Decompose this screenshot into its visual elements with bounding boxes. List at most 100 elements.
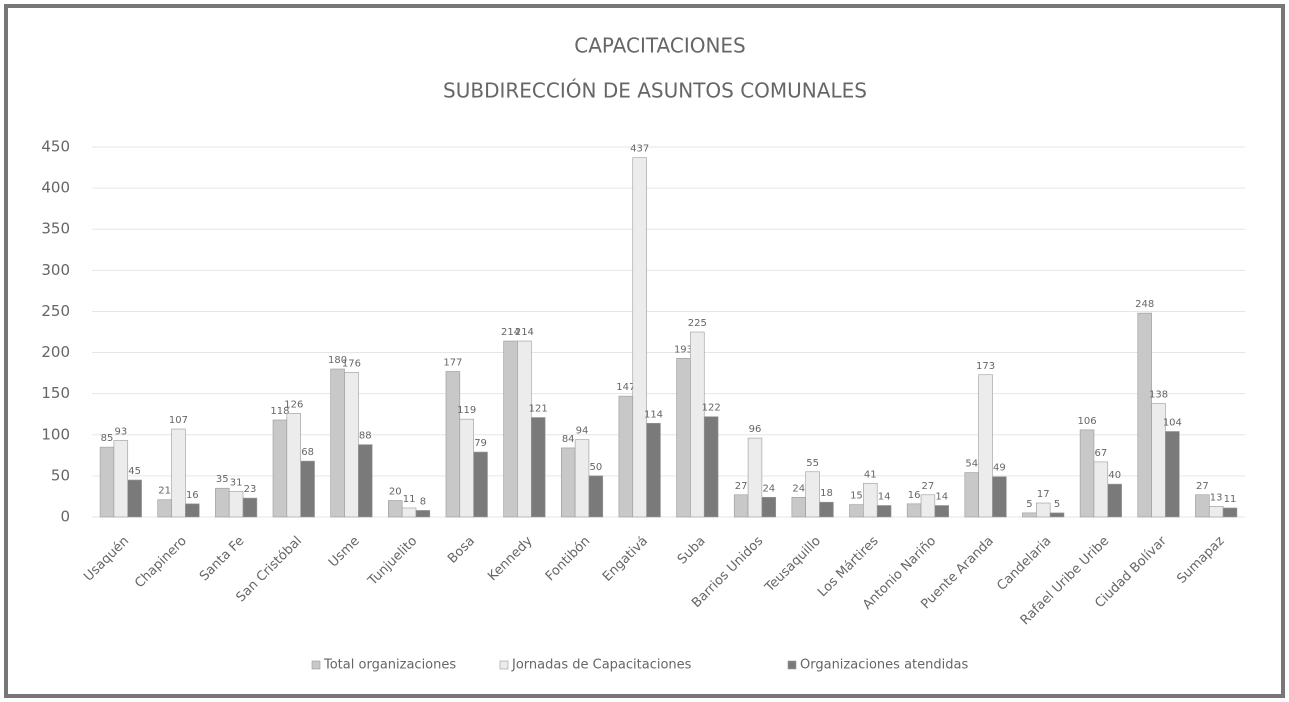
bar [344, 371, 359, 518]
value-label: 214 [501, 327, 520, 338]
value-label: 20 [389, 487, 402, 498]
bar [906, 503, 922, 518]
bar [388, 500, 403, 518]
value-label: 437 [630, 144, 649, 155]
bar [733, 494, 749, 518]
bar [863, 482, 878, 518]
bar [1208, 506, 1224, 518]
y-tick-label: 150 [41, 384, 70, 402]
bar [228, 491, 244, 518]
legend-swatch [311, 660, 321, 670]
bar [964, 472, 979, 518]
bar [330, 368, 345, 518]
legend-swatch [787, 660, 797, 670]
value-label: 31 [230, 478, 243, 489]
bar [747, 437, 763, 518]
bar [676, 358, 691, 518]
value-label: 54 [965, 459, 978, 470]
value-label: 15 [850, 491, 863, 502]
legend-swatch [499, 660, 509, 670]
value-label: 193 [674, 344, 693, 355]
value-label: 88 [359, 431, 372, 442]
bar [574, 439, 590, 518]
value-label: 40 [1108, 470, 1121, 481]
bar [1137, 312, 1152, 518]
bar [992, 476, 1007, 518]
value-label: 49 [993, 463, 1006, 474]
value-label: 18 [820, 488, 833, 499]
value-label: 119 [457, 405, 476, 416]
bar [1036, 502, 1051, 518]
bar [300, 460, 315, 518]
value-label: 96 [749, 424, 762, 435]
bar [517, 340, 532, 518]
value-label: 35 [216, 474, 229, 485]
value-label: 106 [1077, 416, 1096, 427]
value-label: 17 [1037, 489, 1050, 500]
value-label: 50 [589, 462, 602, 473]
value-label: 121 [529, 404, 548, 415]
y-tick-label: 100 [41, 425, 70, 443]
bar [459, 418, 474, 518]
bar [920, 494, 936, 518]
value-label: 107 [169, 415, 188, 426]
bar [978, 374, 993, 518]
bar [934, 505, 949, 518]
bar [1107, 483, 1122, 518]
bar [819, 501, 834, 518]
value-label: 68 [301, 447, 314, 458]
bar [876, 505, 892, 518]
value-label: 5 [1026, 499, 1032, 510]
legend-label: Organizaciones atendidas [800, 658, 968, 673]
bar [632, 157, 647, 518]
value-label: 13 [1210, 492, 1223, 503]
chart-title: CAPACITACIONES [574, 34, 746, 58]
bar [1165, 431, 1180, 518]
value-label: 214 [515, 327, 534, 338]
value-label: 114 [644, 409, 663, 420]
value-label: 79 [474, 438, 487, 449]
value-label: 118 [270, 406, 289, 417]
bar [849, 504, 864, 518]
value-label: 41 [864, 469, 877, 480]
bar [157, 499, 172, 518]
bar [1079, 429, 1095, 518]
y-tick-label: 400 [41, 179, 70, 197]
value-label: 27 [1196, 481, 1209, 492]
bar [1093, 461, 1109, 518]
bar [99, 446, 115, 518]
bar [618, 395, 634, 518]
bar [761, 496, 777, 518]
bar [215, 487, 230, 518]
bar [171, 428, 186, 518]
bar [1222, 507, 1238, 518]
value-label: 16 [186, 490, 199, 501]
value-label: 138 [1149, 390, 1168, 401]
bar [560, 447, 576, 518]
value-label: 27 [922, 481, 935, 492]
value-label: 8 [420, 496, 426, 507]
value-label: 173 [976, 361, 995, 372]
value-label: 55 [806, 458, 819, 469]
y-tick-label: 350 [41, 220, 70, 238]
value-label: 14 [935, 491, 948, 502]
chart-subtitle: SUBDIRECCIÓN DE ASUNTOS COMUNALES [443, 79, 867, 103]
value-label: 11 [403, 494, 416, 505]
bar [445, 371, 461, 518]
value-label: 45 [128, 466, 141, 477]
legend-label: Jornadas de Capacitaciones [511, 658, 692, 673]
value-label: 248 [1135, 299, 1154, 310]
y-tick-label: 0 [60, 508, 70, 526]
value-label: 11 [1224, 494, 1237, 505]
bar [690, 331, 705, 518]
value-label: 104 [1163, 417, 1182, 428]
value-label: 84 [562, 434, 575, 445]
bar [1022, 512, 1037, 518]
value-label: 16 [908, 490, 921, 501]
bar [415, 510, 431, 518]
value-label: 225 [688, 318, 707, 329]
bar [588, 475, 604, 518]
value-label: 23 [244, 484, 257, 495]
bar [1195, 494, 1210, 518]
